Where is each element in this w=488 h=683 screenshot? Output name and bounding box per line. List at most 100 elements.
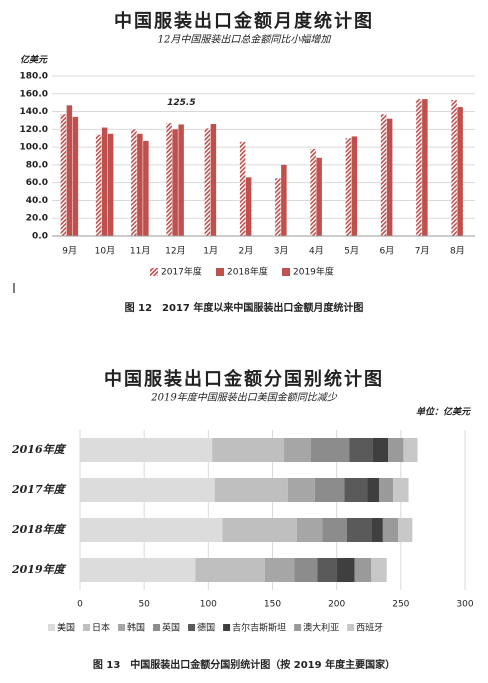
x-tick-label: 50 [138, 600, 150, 610]
bar-segment [349, 438, 373, 462]
legend-label: 美国 [57, 622, 75, 634]
bar-segment [344, 478, 368, 502]
bar [245, 177, 252, 236]
bar-segment [264, 558, 295, 582]
y-tick-label: 2017年度 [11, 483, 67, 496]
chart-title: 中国服装出口金额月度统计图 [114, 10, 374, 32]
bar-segment [317, 558, 337, 582]
bar-segment [371, 558, 387, 582]
figure-caption: 图 13 中国服装出口金额分国别统计图（按 2019 年度主要国家） [93, 658, 395, 671]
unit-label: 单位：亿美元 [416, 407, 471, 418]
bar [95, 134, 102, 236]
bar [386, 118, 393, 236]
bar-segment [372, 438, 388, 462]
legend-label: 2017年度 [161, 266, 202, 278]
legend-swatch [347, 624, 355, 631]
y-tick-label: 20.0 [26, 214, 48, 224]
bar-segment [296, 518, 323, 542]
bar [316, 157, 322, 236]
x-tick-label: 7月 [415, 246, 430, 257]
legend-label: 日本 [92, 622, 110, 634]
bar [204, 128, 211, 236]
chart-subtitle: 12月中国服装出口总金额同比小幅增加 [158, 34, 332, 46]
x-tick-label: 200 [328, 600, 345, 610]
bar-segment [222, 518, 297, 542]
bar [451, 100, 457, 236]
legend-swatch [216, 268, 224, 276]
bar-segment [388, 438, 404, 462]
bar-segment [336, 558, 355, 582]
bar-segment [212, 438, 285, 462]
x-tick-label: 11月 [130, 246, 150, 257]
y-tick-label: 180.0 [20, 72, 48, 82]
y-tick-label: 2019年度 [11, 563, 67, 576]
bar-segment [80, 558, 196, 582]
bar-segment [287, 478, 315, 502]
x-tick-label: 4月 [309, 246, 324, 257]
y-axis-label: 亿美元 [20, 55, 48, 66]
bar [137, 133, 143, 236]
bar [416, 99, 422, 236]
y-tick-label: 40.0 [26, 196, 48, 206]
y-tick-label: 140.0 [20, 107, 48, 117]
bar-segment [346, 518, 372, 542]
bar-segment [294, 558, 318, 582]
bar [275, 178, 281, 236]
bar-segment [354, 558, 372, 582]
x-tick-label: 250 [392, 600, 409, 610]
chart-title: 中国服装出口金额分国别统计图 [104, 368, 384, 390]
x-tick-label: 100 [200, 600, 217, 610]
bar [210, 124, 217, 236]
bar-segment [195, 558, 265, 582]
chart-subtitle: 2019年度中国服装出口美国金额同比减少 [150, 392, 337, 404]
bar [172, 129, 178, 236]
bar [351, 136, 358, 236]
legend-label: 韩国 [127, 622, 145, 634]
legend-swatch [223, 624, 231, 631]
bar-segment [284, 438, 311, 462]
bar [239, 141, 246, 236]
bar-segment [382, 518, 399, 542]
bar [281, 164, 287, 236]
legend-label: 德国 [197, 622, 215, 634]
bar [60, 114, 67, 236]
legend-label: 西班牙 [356, 622, 383, 634]
bar [345, 138, 352, 236]
x-tick-label: 12月 [165, 246, 185, 257]
bar-segment [214, 478, 288, 502]
bar [131, 129, 137, 236]
bar-segment [314, 478, 345, 502]
x-tick-label: 10月 [95, 246, 115, 257]
legend-label: 2019年度 [293, 266, 334, 278]
x-tick-label: 6月 [380, 246, 395, 257]
legend-label: 吉尔吉斯斯坦 [232, 622, 286, 634]
bar-segment [398, 518, 413, 542]
value-label: 125.5 [167, 98, 195, 108]
x-tick-label: 8月 [450, 246, 465, 257]
x-tick-label: 1月 [203, 246, 218, 257]
legend-swatch [153, 624, 161, 631]
bar [107, 133, 114, 236]
legend-swatch [188, 624, 196, 631]
bar-segment [80, 478, 215, 502]
x-tick-label: 5月 [344, 246, 359, 257]
legend-swatch [83, 624, 91, 631]
bar [422, 99, 428, 236]
bar [143, 140, 149, 236]
legend-swatch [118, 624, 126, 631]
x-tick-label: 150 [264, 600, 281, 610]
bar [178, 124, 184, 236]
y-tick-label: 100.0 [20, 143, 48, 153]
legend-label: 英国 [162, 622, 180, 634]
x-tick-label: 2月 [239, 246, 254, 257]
legend-label: 2018年度 [227, 266, 268, 278]
bar [310, 148, 316, 236]
legend-label: 澳大利亚 [303, 622, 339, 634]
bar-segment [322, 518, 347, 542]
x-tick-label: 9月 [62, 246, 77, 257]
y-tick-label: 160.0 [20, 89, 48, 99]
y-tick-label: 2018年度 [11, 523, 67, 536]
x-tick-label: 300 [456, 600, 473, 610]
bar [380, 114, 387, 236]
legend-swatch [282, 268, 290, 276]
